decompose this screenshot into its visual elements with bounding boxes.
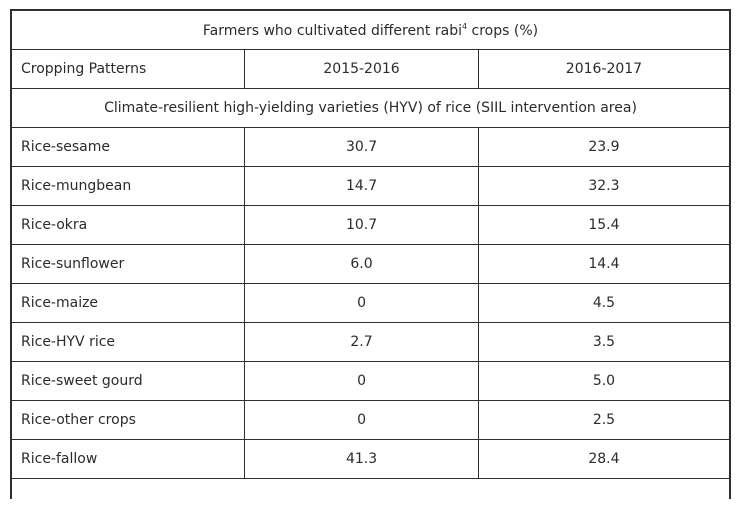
cell-pattern: Rice-sesame	[12, 128, 245, 167]
header-2016-2017: 2016-2017	[478, 50, 729, 89]
cell-2016-2017: 4.5	[478, 284, 729, 323]
cell-2015-2016: 30.7	[245, 128, 479, 167]
cell-2015-2016: 0	[245, 284, 479, 323]
cell-2015-2016: 14.7	[245, 167, 479, 206]
cell-2016-2017: 5.0	[478, 362, 729, 401]
section-row: Climate-resilient high-yielding varietie…	[12, 89, 729, 128]
cropping-patterns-table: Farmers who cultivated different rabi4 c…	[12, 11, 729, 509]
cell-2016-2017: 3.5	[478, 323, 729, 362]
cell-pattern: Rice-fallow	[12, 440, 245, 479]
table-container: Farmers who cultivated different rabi4 c…	[10, 9, 731, 499]
partial-cell	[12, 479, 729, 509]
table-title-text: Farmers who cultivated different rabi	[203, 23, 462, 39]
header-cropping-patterns: Cropping Patterns	[12, 50, 245, 89]
table-title: Farmers who cultivated different rabi4 c…	[12, 11, 729, 50]
cell-2015-2016: 41.3	[245, 440, 479, 479]
table-title-row: Farmers who cultivated different rabi4 c…	[12, 11, 729, 50]
cell-2016-2017: 23.9	[478, 128, 729, 167]
cell-2016-2017: 2.5	[478, 401, 729, 440]
cell-pattern: Rice-sweet gourd	[12, 362, 245, 401]
cell-2016-2017: 15.4	[478, 206, 729, 245]
table-header-row: Cropping Patterns 2015-2016 2016-2017	[12, 50, 729, 89]
cell-pattern: Rice-okra	[12, 206, 245, 245]
cell-2015-2016: 2.7	[245, 323, 479, 362]
cell-2016-2017: 28.4	[478, 440, 729, 479]
cell-2015-2016: 0	[245, 401, 479, 440]
cell-pattern: Rice-mungbean	[12, 167, 245, 206]
cell-2016-2017: 14.4	[478, 245, 729, 284]
cell-pattern: Rice-HYV rice	[12, 323, 245, 362]
section-label: Climate-resilient high-yielding varietie…	[12, 89, 729, 128]
cell-pattern: Rice-other crops	[12, 401, 245, 440]
table-row-partial	[12, 479, 729, 509]
cell-pattern: Rice-sunflower	[12, 245, 245, 284]
cell-2015-2016: 6.0	[245, 245, 479, 284]
cell-2015-2016: 10.7	[245, 206, 479, 245]
cell-2015-2016: 0	[245, 362, 479, 401]
cell-2016-2017: 32.3	[478, 167, 729, 206]
table-title-suffix: crops (%)	[467, 23, 538, 39]
header-2015-2016: 2015-2016	[245, 50, 479, 89]
cell-pattern: Rice-maize	[12, 284, 245, 323]
